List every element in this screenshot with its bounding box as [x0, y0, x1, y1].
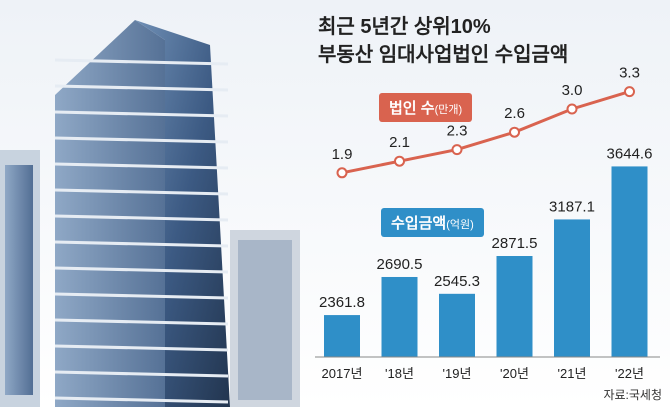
bar-0 [324, 315, 360, 357]
bar-2 [439, 293, 475, 357]
x-tick-label-3: '20년 [500, 366, 529, 381]
count-point-4 [566, 103, 578, 115]
legend-count-tag: 법인 수(만개) [379, 93, 473, 122]
count-point-3 [509, 126, 520, 138]
bar-4 [554, 219, 590, 357]
bar-value-label-4: 3187.1 [549, 198, 595, 215]
legend-income-tag: 수입금액(억원) [381, 208, 484, 237]
x-tick-label-2: '19년 [443, 366, 472, 381]
bar-value-label-2: 2545.3 [434, 273, 480, 290]
x-tick-label-5: '22년 [615, 366, 644, 381]
bar-value-label-0: 2361.8 [319, 294, 365, 311]
legend-count-label: 법인 수 [389, 100, 435, 117]
chart-title-line1: 최근 5년간 상위10% [318, 16, 491, 38]
x-tick-label-1: '18년 [385, 366, 414, 381]
legend-income-unit: (억원) [446, 219, 474, 231]
bar-1 [381, 276, 418, 357]
count-value-label-0: 1.9 [332, 146, 353, 163]
source-note: 자료:국세청 [603, 388, 662, 402]
count-series-line [341, 90, 630, 175]
count-point-5 [624, 86, 635, 98]
count-value-label-3: 2.6 [504, 105, 525, 122]
bar-value-label-1: 2690.5 [377, 256, 423, 273]
chart-title-line2: 부동산 임대사업법인 수입금액 [318, 44, 569, 66]
bar-3 [496, 256, 533, 357]
count-value-label-1: 2.1 [389, 134, 410, 151]
bar-value-label-3: 2871.5 [492, 235, 538, 252]
bar-5 [611, 166, 648, 357]
count-value-label-4: 3.0 [562, 82, 583, 99]
x-tick-label-4: '21년 [558, 366, 587, 381]
count-point-2 [451, 144, 463, 156]
x-tick-label-0: 2017년 [322, 366, 363, 381]
count-value-label-2: 2.3 [447, 123, 468, 140]
legend-income-label: 수입금액 [391, 215, 447, 232]
count-point-0 [336, 167, 348, 179]
count-value-label-5: 3.3 [619, 65, 640, 82]
count-point-1 [394, 155, 405, 167]
legend-count-unit: (만개) [434, 104, 463, 116]
bar-value-label-5: 3644.6 [607, 145, 653, 162]
